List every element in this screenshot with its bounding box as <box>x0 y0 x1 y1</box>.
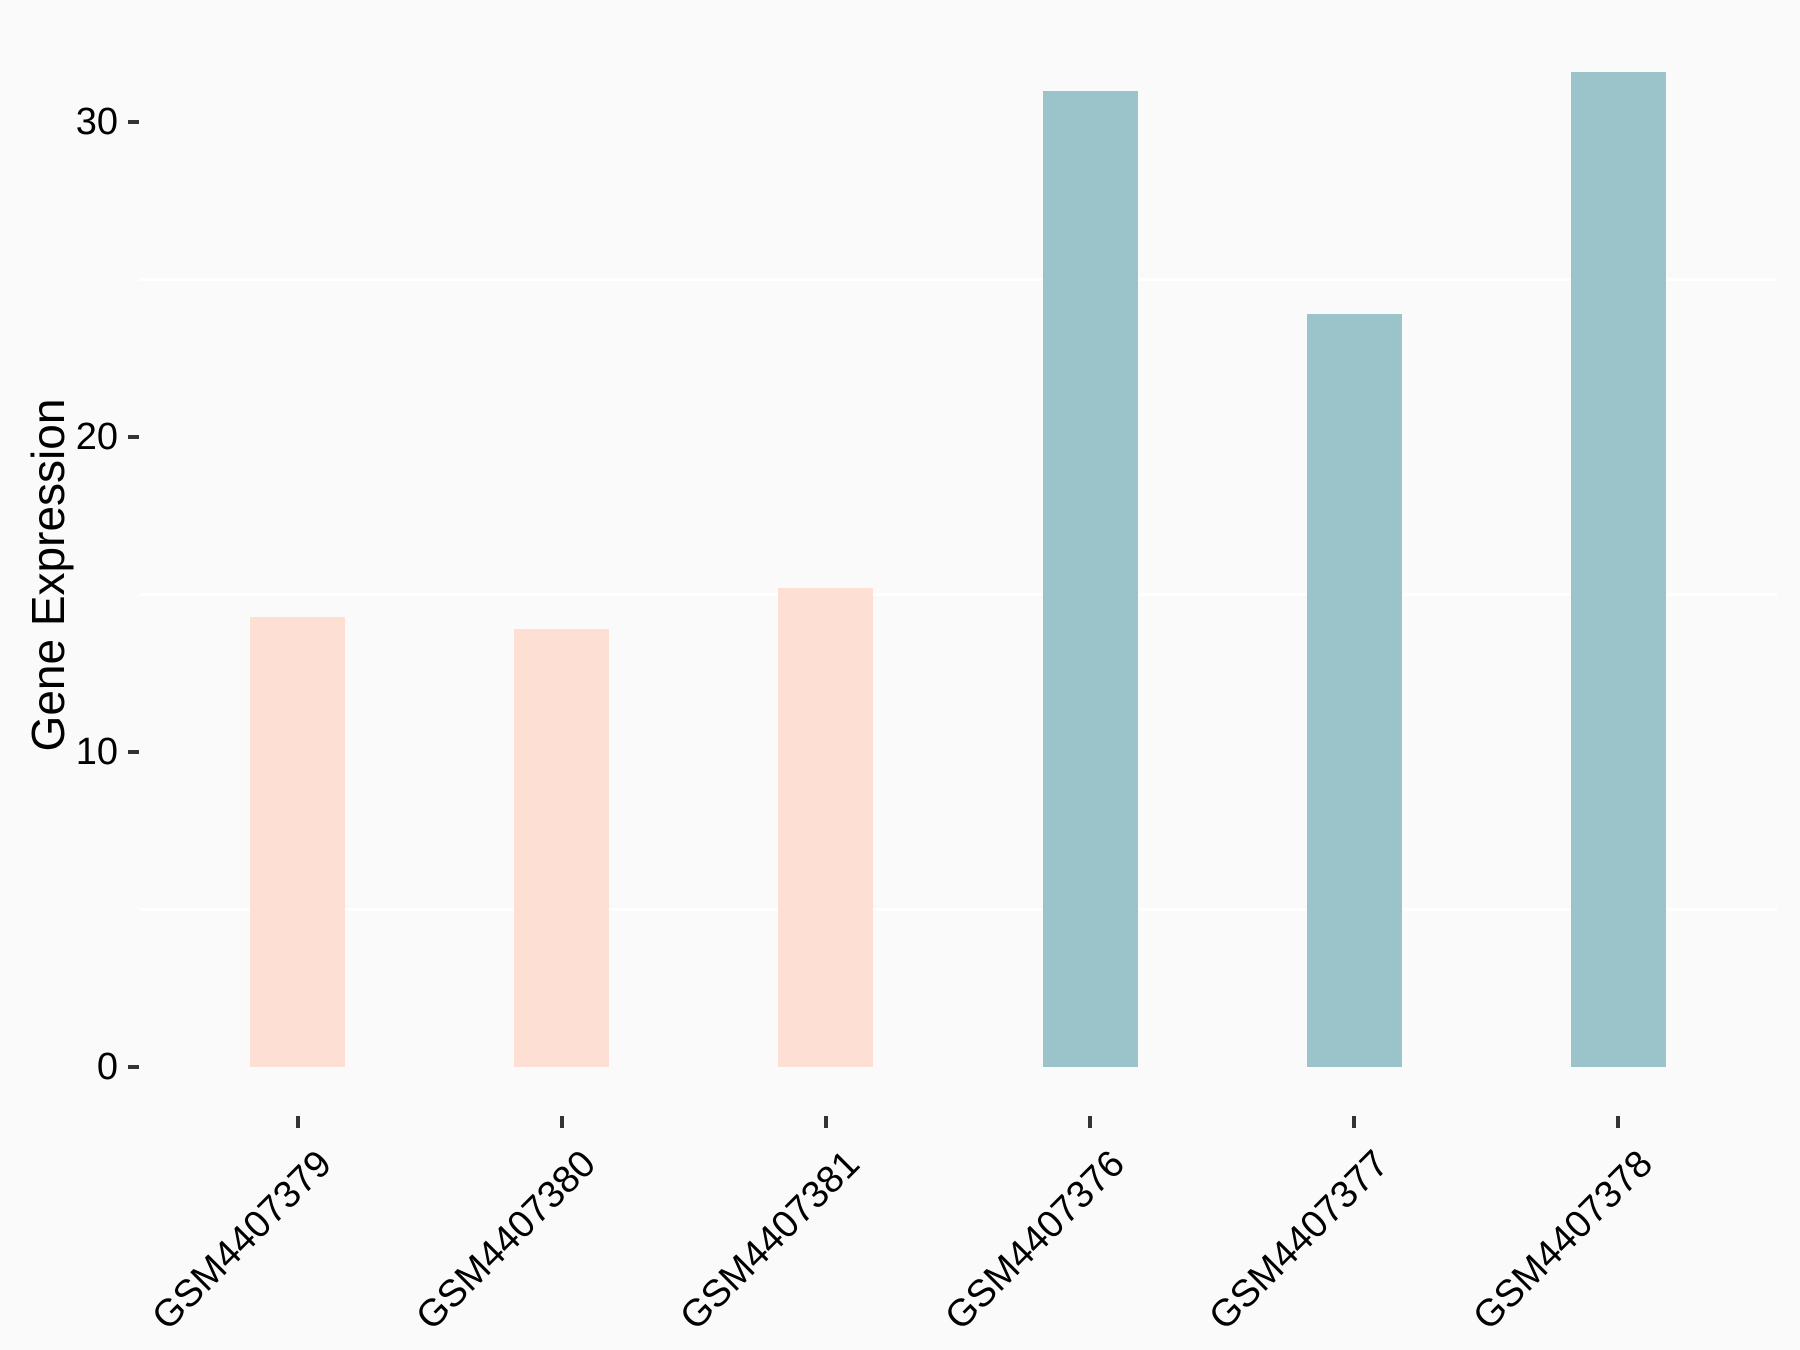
x-tick-label-GSM4407381: GSM4407381 <box>672 1142 869 1339</box>
x-tick-label-GSM4407377: GSM4407377 <box>1201 1142 1397 1339</box>
x-tick-label-GSM4407378: GSM4407378 <box>1465 1142 1661 1339</box>
y-tick-mark-20 <box>128 435 139 439</box>
bar-GSM4407376 <box>1042 90 1138 1067</box>
bar-GSM4407378 <box>1570 71 1666 1067</box>
y-tick-mark-0 <box>128 1065 139 1069</box>
x-tick-mark-GSM4407377 <box>1352 1116 1357 1128</box>
x-tick-mark-GSM4407378 <box>1616 1116 1621 1128</box>
minor-gridline-y15 <box>139 593 1777 596</box>
y-tick-label-20: 20 <box>75 416 118 458</box>
bar-GSM4407380 <box>514 629 610 1067</box>
bar-GSM4407377 <box>1306 314 1402 1067</box>
x-tick-mark-GSM4407376 <box>1088 1116 1093 1128</box>
x-tick-mark-GSM4407381 <box>823 1116 828 1128</box>
x-tick-label-GSM4407379: GSM4407379 <box>144 1142 340 1339</box>
y-tick-mark-30 <box>128 120 139 124</box>
x-tick-mark-GSM4407379 <box>295 1116 300 1128</box>
x-tick-label-GSM4407380: GSM4407380 <box>408 1142 605 1339</box>
x-tick-mark-GSM4407380 <box>559 1116 564 1128</box>
y-tick-label-30: 30 <box>75 101 118 143</box>
bar-GSM4407379 <box>250 616 346 1067</box>
y-tick-label-0: 0 <box>96 1046 118 1088</box>
minor-gridline-y25 <box>139 278 1777 281</box>
minor-gridline-y5 <box>139 908 1777 911</box>
y-tick-mark-10 <box>128 750 139 754</box>
y-tick-label-10: 10 <box>75 731 118 773</box>
bar-GSM4407381 <box>778 588 874 1067</box>
x-tick-label-GSM4407376: GSM4407376 <box>936 1142 1133 1339</box>
